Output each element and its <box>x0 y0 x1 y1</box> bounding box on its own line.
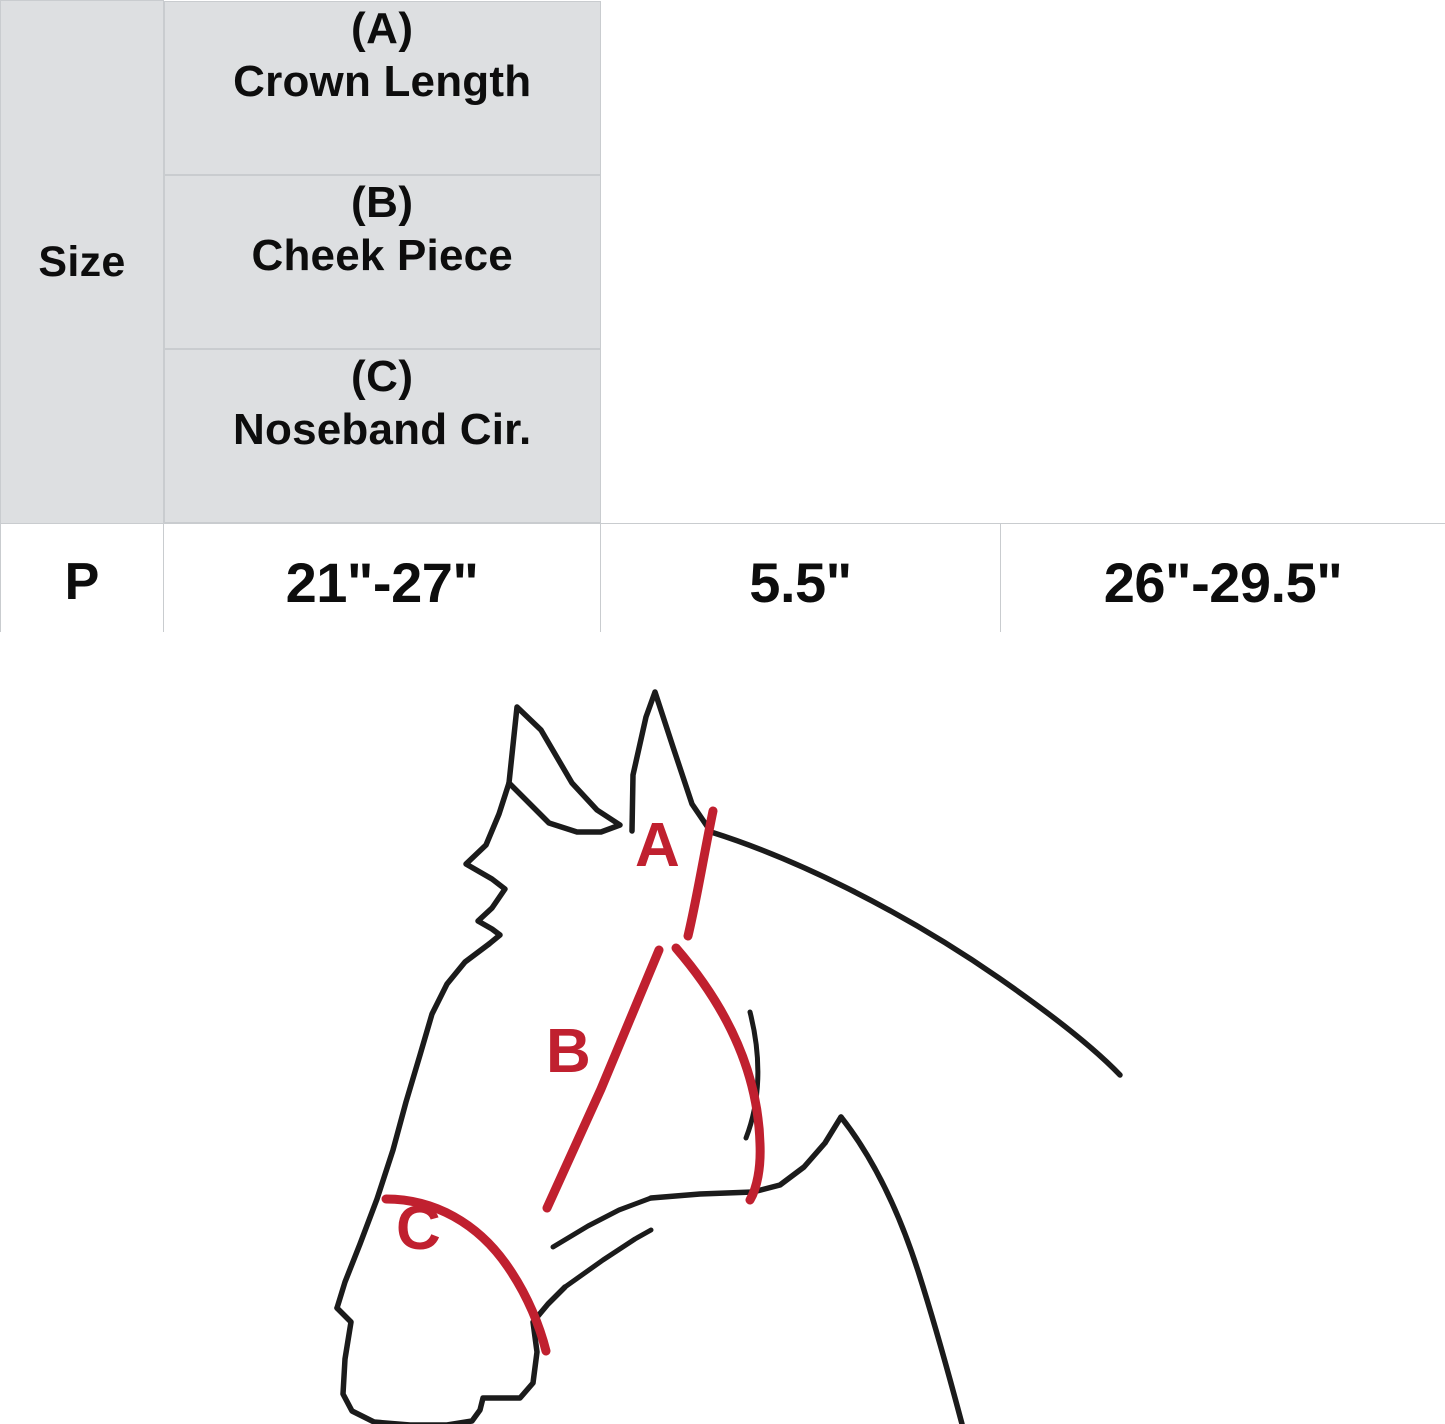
cell-noseband-cir: 26"-29.5" <box>1000 522 1445 642</box>
header-row: Size (A) Crown Length (B) Cheek Piece (C… <box>0 0 1445 524</box>
throat-line <box>838 1114 965 1424</box>
column-header-cheek-piece-code: (B) <box>350 177 414 227</box>
table-row: P 21"-27" 5.5" 26"-29.5" <box>0 522 1445 642</box>
cell-cheek-piece: 5.5" <box>600 522 1001 642</box>
column-header-noseband-cir: (C) Noseband Cir. <box>164 348 601 523</box>
label-a: A <box>635 811 680 880</box>
column-header-crown-length: (A) Crown Length <box>164 0 601 175</box>
measurement-line-c <box>381 1194 551 1356</box>
mouth-line <box>550 1195 654 1250</box>
column-header-size-label: Size <box>38 237 126 286</box>
measurement-line-a <box>683 806 718 941</box>
forelock-outline <box>463 780 512 947</box>
label-c: C <box>396 1194 441 1263</box>
jowl-curve <box>743 1009 761 1141</box>
table-header: Size (A) Crown Length (B) Cheek Piece (C… <box>0 0 1445 524</box>
cell-size: P <box>0 522 164 642</box>
column-header-cheek-piece-name: Cheek Piece <box>251 231 513 281</box>
column-header-crown-length-name: Crown Length <box>233 57 532 107</box>
jawline-outline <box>648 1114 844 1201</box>
measurement-line-b <box>542 945 664 1213</box>
face-profile-outline <box>334 941 492 1311</box>
column-header-size: Size <box>0 0 164 524</box>
column-header-noseband-cir-code: (C) <box>350 351 414 401</box>
column-header-noseband-cir-name: Noseband Cir. <box>233 405 532 455</box>
column-header-cheek-piece: (B) Cheek Piece <box>164 174 601 349</box>
label-b: B <box>546 1017 591 1086</box>
right-ear-outline <box>629 689 714 835</box>
chin-groove-line <box>562 1227 654 1290</box>
cell-crown-length: 21"-27" <box>163 522 601 642</box>
column-header-crown-length-code: (A) <box>350 3 414 53</box>
neck-crest-line <box>708 829 1123 1078</box>
measurement-line-noseband-arc <box>671 943 765 1205</box>
muzzle-outline <box>334 1284 568 1424</box>
horse-head-illustration: A B C <box>334 689 1123 1424</box>
left-ear-outline <box>506 704 623 835</box>
horse-head-diagram: A B C <box>0 632 1445 1424</box>
